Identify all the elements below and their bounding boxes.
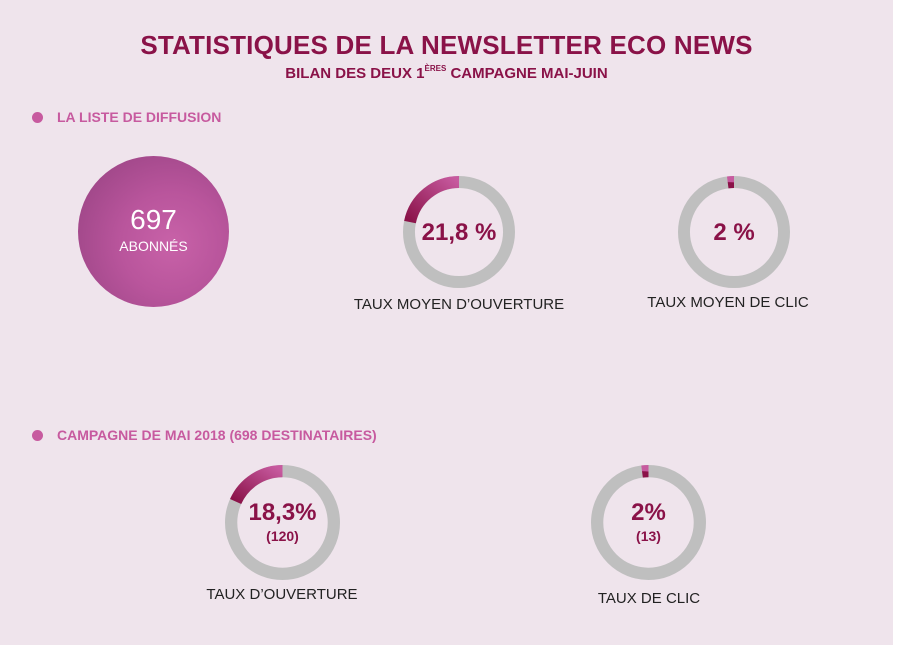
donut-caption: TAUX MOYEN D’OUVERTURE <box>353 296 565 313</box>
donut-value-arc <box>404 176 460 224</box>
donut-caption: TAUX DE CLIC <box>597 590 701 607</box>
donut-value-label: 21,8 % <box>421 219 497 246</box>
bullet-icon <box>32 429 43 441</box>
donut-svg <box>678 176 790 288</box>
subtitle-text-end: CAMPAGNE MAI-JUIN <box>446 65 608 82</box>
donut-svg <box>225 465 340 580</box>
section-heading-list: LA LISTE DE DIFFUSION <box>32 107 221 127</box>
donut-count-label: (13) <box>636 528 661 544</box>
bullet-icon <box>32 111 43 123</box>
donut-chart-avg-open: 21,8 % <box>402 175 516 289</box>
subscribers-circle: 697 ABONNÉS <box>78 156 229 307</box>
donut-count-label: (120) <box>266 528 299 544</box>
subscribers-count: 697 <box>130 204 177 235</box>
subtitle-superscript: ÈRES <box>424 64 447 73</box>
donut-chart-click: 2% (13) <box>590 464 707 581</box>
page-title: STATISTIQUES DE LA NEWSLETTER ECO NEWS <box>140 30 753 60</box>
donut-value-label: 2 % <box>713 219 755 246</box>
donut-track <box>591 465 706 580</box>
page-subtitle: BILAN DES DEUX 1ÈRES CAMPAGNE MAI-JUIN <box>0 64 893 82</box>
donut-chart-avg-click: 2 % <box>677 175 791 289</box>
donut-chart-open: 18,3% (120) <box>224 464 341 581</box>
subtitle-text: BILAN DES DEUX 1 <box>285 65 425 82</box>
donut-caption: TAUX D’OUVERTURE <box>206 586 358 603</box>
subscribers-label: ABONNÉS <box>119 238 188 254</box>
donut-caption: TAUX MOYEN DE CLIC <box>647 294 809 311</box>
donut-value-label: 2% <box>631 499 666 526</box>
donut-value-label: 18,3% <box>248 499 317 526</box>
section-label: CAMPAGNE DE MAI 2018 (698 DESTINATAIRES) <box>57 427 377 443</box>
donut-svg <box>591 465 706 580</box>
donut-value-arc <box>230 465 283 505</box>
section-label: LA LISTE DE DIFFUSION <box>57 109 222 125</box>
section-heading-campaign: CAMPAGNE DE MAI 2018 (698 DESTINATAIRES) <box>32 425 377 445</box>
donut-svg <box>403 176 515 288</box>
